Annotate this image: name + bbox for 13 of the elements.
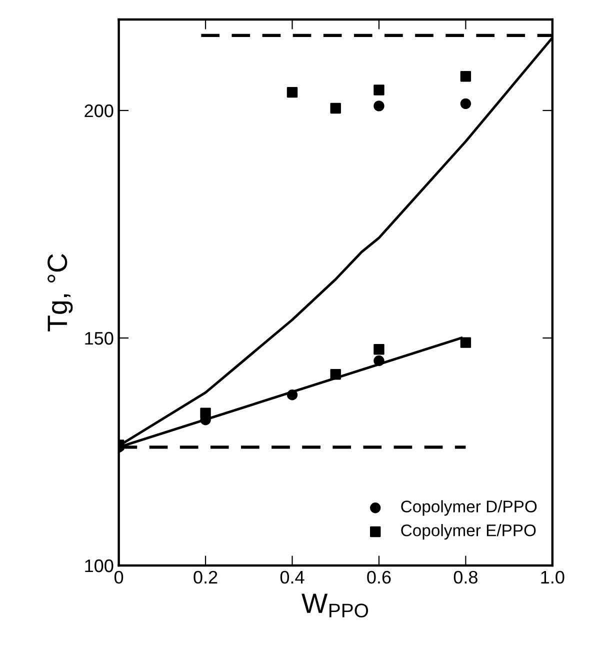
- x-tick-label: 0.8: [454, 570, 478, 584]
- legend-label: Copolymer D/PPO: [401, 500, 537, 516]
- y-tick-label: 100: [85, 559, 114, 572]
- x-tick-label: 0.4: [280, 570, 304, 584]
- y-tick-label: 150: [85, 332, 114, 345]
- y-axis-title: Tg, °C: [48, 254, 73, 332]
- x-tick-label: 0.2: [194, 570, 218, 584]
- x-axis-title: W$_{PPO}$: [302, 594, 368, 618]
- x-tick-label: 1.0: [541, 570, 564, 584]
- legend-label: Copolymer E/PPO: [401, 524, 536, 540]
- x-tick-label: 0.6: [367, 570, 391, 584]
- y-tick-label: 200: [84, 104, 114, 118]
- x-tick-label: 0: [114, 570, 124, 584]
